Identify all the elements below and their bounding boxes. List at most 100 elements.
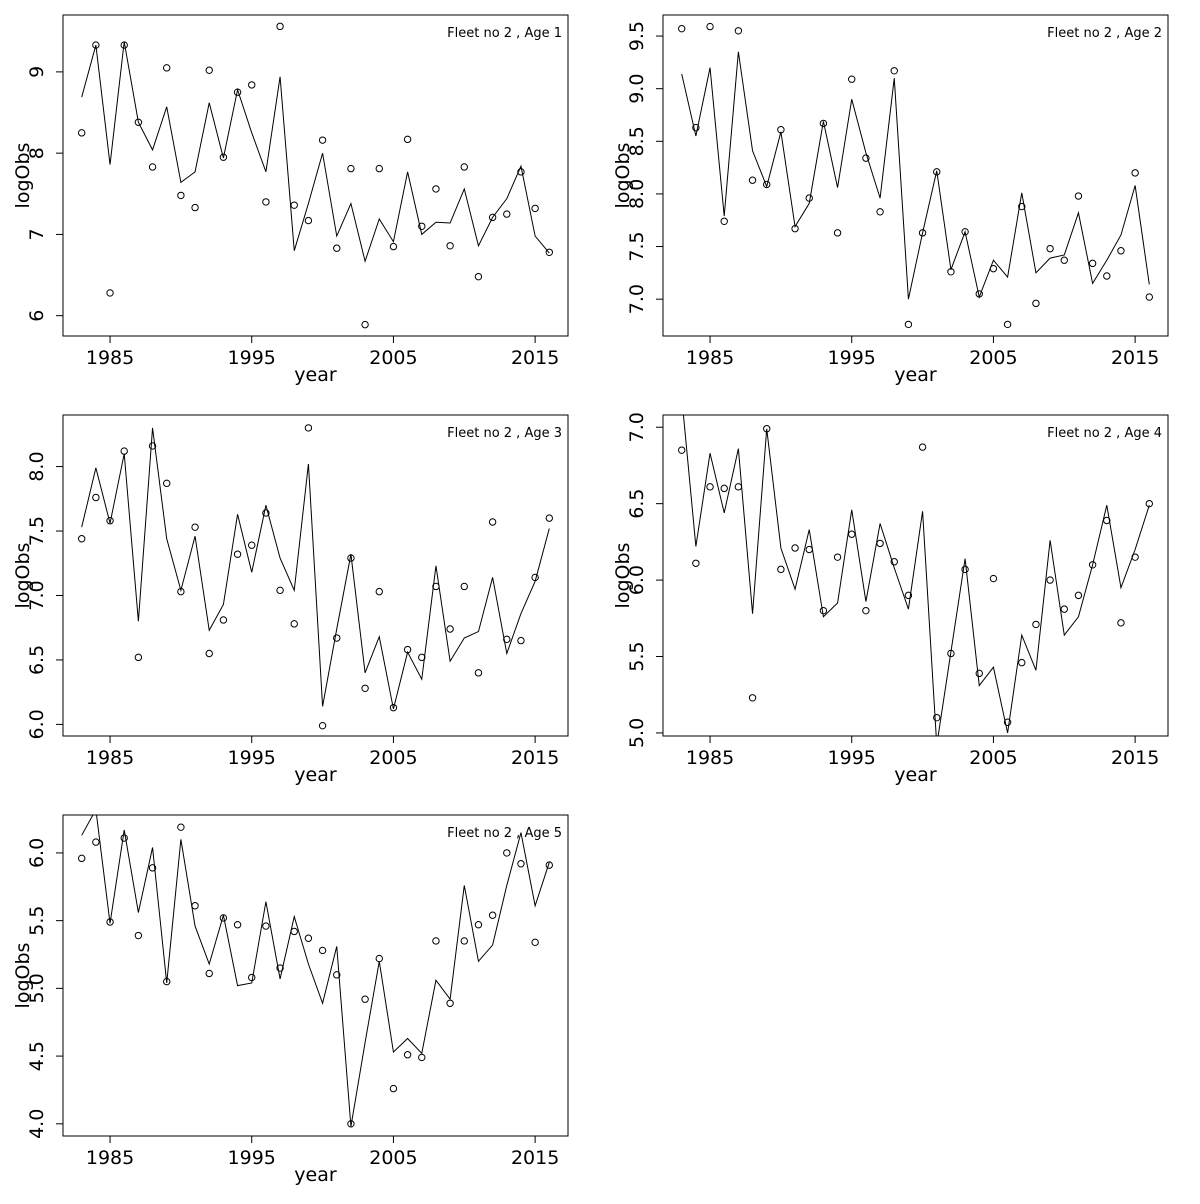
y-axis-label: logObs bbox=[12, 943, 34, 1009]
x-tick-label: 1985 bbox=[86, 1147, 134, 1169]
x-tick-label: 1995 bbox=[228, 747, 276, 769]
observation-point bbox=[205, 969, 213, 978]
panel-title: Fleet no 2 , Age 5 bbox=[447, 826, 562, 841]
plot-area bbox=[678, 22, 1153, 329]
observation-point bbox=[933, 168, 941, 176]
y-tick-label: 7 bbox=[26, 228, 48, 240]
y-tick-label: 6.0 bbox=[26, 709, 48, 739]
y-tick-label: 5.0 bbox=[626, 718, 648, 748]
observation-point bbox=[106, 918, 114, 926]
observation-point bbox=[819, 119, 828, 128]
observation-point bbox=[989, 574, 998, 583]
observation-point bbox=[678, 24, 686, 33]
observation-point bbox=[389, 242, 398, 251]
observation-point bbox=[233, 550, 242, 558]
y-tick-label: 4.5 bbox=[26, 1041, 48, 1071]
y-tick-label: 6.5 bbox=[626, 489, 648, 519]
y-axis-label: logObs bbox=[12, 543, 34, 609]
observation-point bbox=[120, 834, 128, 842]
observation-point bbox=[1074, 591, 1083, 600]
observation-point bbox=[692, 123, 700, 132]
observation-point bbox=[276, 586, 284, 595]
observation-point bbox=[276, 22, 284, 31]
y-tick-label: 4.0 bbox=[26, 1109, 48, 1139]
observation-point bbox=[1117, 247, 1125, 255]
observation-point bbox=[904, 591, 913, 600]
x-tick-label: 1985 bbox=[86, 347, 134, 369]
x-tick-label: 1985 bbox=[86, 747, 134, 769]
observation-point bbox=[106, 517, 114, 525]
observation-point bbox=[876, 208, 884, 216]
observation-point bbox=[720, 217, 728, 225]
y-tick-label: 9.0 bbox=[626, 74, 648, 104]
observation-point bbox=[120, 447, 128, 455]
observation-point bbox=[389, 1084, 398, 1093]
fitted-line bbox=[81, 815, 550, 1127]
observation-point bbox=[1103, 272, 1111, 280]
x-tick-label: 2015 bbox=[511, 1147, 559, 1169]
x-tick-label: 2005 bbox=[969, 347, 1017, 369]
observation-point bbox=[975, 669, 983, 678]
observation-point bbox=[418, 1053, 426, 1062]
observation-point bbox=[304, 424, 313, 432]
observation-point bbox=[361, 684, 369, 693]
observation-point bbox=[791, 544, 799, 552]
plot-frame bbox=[62, 414, 569, 737]
observation-point bbox=[78, 854, 86, 863]
observation-point bbox=[205, 649, 213, 658]
x-tick-label: 1985 bbox=[686, 347, 734, 369]
observation-point bbox=[1088, 259, 1097, 268]
observation-point bbox=[890, 558, 898, 566]
observation-point bbox=[219, 153, 228, 161]
fitted-line bbox=[81, 41, 550, 264]
observation-point bbox=[904, 320, 913, 329]
observation-point bbox=[545, 248, 553, 256]
observation-point bbox=[1060, 605, 1068, 613]
observation-point bbox=[418, 222, 426, 230]
observation-point bbox=[734, 483, 743, 491]
y-tick-label: 6.0 bbox=[26, 838, 48, 868]
observation-point bbox=[833, 229, 842, 237]
y-tick-label: 6.5 bbox=[26, 645, 48, 675]
panel: 1985 1995 2005 2015 7.0 7.5 8.0 8.5 9.0 9.5 year lo… bbox=[612, 14, 1169, 386]
observation-point bbox=[503, 635, 511, 644]
observation-point bbox=[375, 587, 383, 596]
observation-point bbox=[163, 479, 171, 488]
observation-point bbox=[219, 914, 228, 922]
panel-title: Fleet no 2 , Age 1 bbox=[447, 26, 562, 41]
x-tick-label: 1995 bbox=[228, 1147, 276, 1169]
y-tick-label: 7.5 bbox=[626, 231, 648, 261]
panel-title: Fleet no 2 , Age 3 bbox=[447, 426, 562, 441]
y-tick-label: 7.0 bbox=[626, 412, 648, 442]
observation-point bbox=[918, 443, 927, 451]
y-tick-label: 8 bbox=[26, 147, 48, 159]
x-tick-label: 2015 bbox=[511, 747, 559, 769]
observation-point bbox=[375, 164, 383, 173]
observation-point bbox=[805, 545, 813, 554]
observation-point bbox=[290, 201, 298, 209]
observation-point bbox=[1046, 244, 1054, 253]
observation-point bbox=[375, 954, 383, 963]
observation-point bbox=[262, 509, 270, 517]
observation-point bbox=[163, 64, 171, 72]
observation-point bbox=[706, 483, 714, 491]
observation-point bbox=[134, 931, 143, 940]
y-tick-label: 9 bbox=[26, 66, 48, 78]
observation-point bbox=[474, 921, 483, 929]
observation-point bbox=[1131, 169, 1139, 177]
y-tick-label: 8.0 bbox=[26, 451, 48, 481]
observation-point bbox=[488, 518, 497, 526]
observation-point bbox=[148, 442, 157, 450]
observation-point bbox=[389, 703, 398, 712]
x-tick-label: 2005 bbox=[369, 747, 417, 769]
observation-point bbox=[805, 194, 813, 202]
observation-point bbox=[1018, 202, 1026, 211]
panel: 1985 1995 2005 2015 6 7 8 9 year logObs Fleet no 2… bbox=[12, 14, 569, 386]
plot-frame bbox=[662, 14, 1169, 337]
observation-point bbox=[177, 191, 185, 200]
observation-point bbox=[961, 228, 969, 236]
y-tick-label: 5.5 bbox=[626, 641, 648, 671]
observation-point bbox=[92, 493, 100, 502]
